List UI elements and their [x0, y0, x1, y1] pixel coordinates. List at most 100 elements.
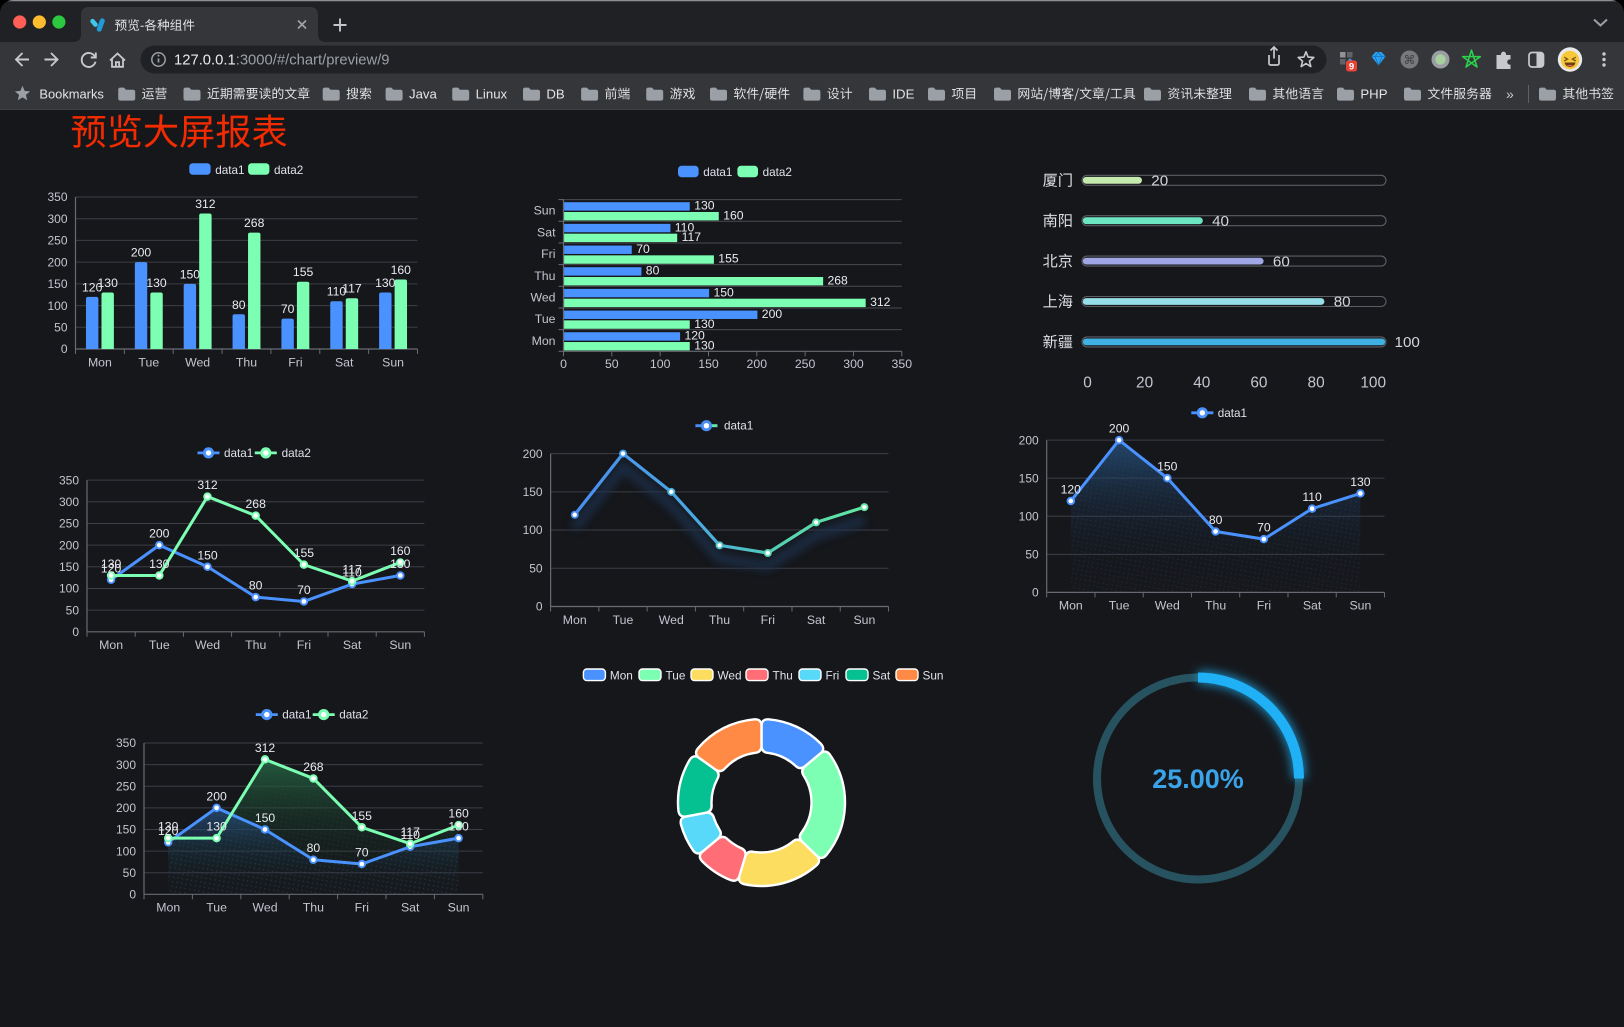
svg-text:25.00%: 25.00% — [1152, 764, 1244, 794]
svg-text:117: 117 — [400, 825, 420, 839]
svg-text:80: 80 — [232, 298, 246, 312]
svg-text:70: 70 — [355, 846, 369, 860]
svg-text:0: 0 — [1083, 375, 1092, 392]
svg-text:Wed: Wed — [659, 613, 684, 627]
svg-text:117: 117 — [342, 563, 362, 577]
svg-text:100: 100 — [1019, 510, 1039, 524]
svg-text:150: 150 — [197, 548, 218, 562]
svg-text:130: 130 — [149, 557, 170, 571]
svg-text:350: 350 — [59, 473, 79, 487]
svg-text:100: 100 — [59, 582, 79, 596]
svg-text:160: 160 — [723, 208, 744, 222]
svg-text:Thu: Thu — [303, 901, 324, 915]
svg-text:200: 200 — [523, 447, 543, 461]
svg-text:Sat: Sat — [335, 355, 354, 369]
svg-text:Wed: Wed — [252, 901, 277, 915]
svg-text:Sun: Sun — [389, 638, 411, 652]
svg-text:Mon: Mon — [1059, 599, 1083, 613]
svg-text:300: 300 — [59, 495, 79, 509]
svg-text:80: 80 — [646, 264, 660, 278]
svg-text:70: 70 — [297, 583, 311, 597]
svg-text:Tue: Tue — [149, 638, 170, 652]
svg-text:130: 130 — [146, 276, 167, 290]
svg-text:PHP: PHP — [1360, 87, 1387, 102]
svg-text:data2: data2 — [282, 447, 311, 460]
svg-text:Mon: Mon — [610, 669, 633, 683]
svg-text:130: 130 — [448, 820, 469, 834]
svg-text:Bookmarks: Bookmarks — [39, 87, 103, 102]
svg-text:Fri: Fri — [541, 247, 555, 261]
svg-text:Tue: Tue — [666, 669, 686, 683]
svg-text:160: 160 — [448, 807, 469, 821]
svg-text:150: 150 — [255, 811, 276, 825]
svg-text:130: 130 — [1350, 475, 1371, 489]
svg-text:Sat: Sat — [807, 613, 826, 627]
svg-text:100: 100 — [116, 844, 136, 858]
svg-text:50: 50 — [605, 357, 619, 371]
svg-text:300: 300 — [47, 212, 67, 226]
svg-text:150: 150 — [698, 357, 719, 371]
svg-text:50: 50 — [529, 562, 543, 576]
svg-text:Sun: Sun — [923, 669, 944, 683]
svg-text:110: 110 — [400, 828, 420, 842]
svg-text:Tue: Tue — [613, 613, 634, 627]
svg-text:Thu: Thu — [534, 269, 555, 283]
svg-text:250: 250 — [47, 234, 67, 248]
svg-text:50: 50 — [66, 603, 80, 617]
svg-text:0: 0 — [61, 342, 68, 356]
svg-text:0: 0 — [536, 600, 543, 614]
svg-text:Sat: Sat — [401, 901, 420, 915]
svg-text:20: 20 — [1151, 173, 1168, 190]
svg-text:300: 300 — [116, 758, 136, 772]
svg-text:Linux: Linux — [476, 87, 508, 102]
svg-text:Wed: Wed — [185, 355, 210, 369]
svg-text:110: 110 — [327, 285, 347, 299]
svg-text:130: 130 — [694, 338, 715, 352]
svg-text:Wed: Wed — [195, 638, 220, 652]
svg-text:110: 110 — [342, 566, 362, 580]
svg-text:100: 100 — [650, 357, 671, 371]
svg-text:160: 160 — [391, 263, 412, 277]
svg-text:data1: data1 — [703, 166, 732, 179]
svg-text:Tue: Tue — [1109, 599, 1130, 613]
svg-text:Sun: Sun — [382, 355, 404, 369]
svg-text:100: 100 — [1360, 375, 1386, 392]
svg-text:200: 200 — [206, 789, 227, 803]
svg-text:Wed: Wed — [1155, 599, 1180, 613]
svg-text:Sat: Sat — [873, 669, 891, 683]
svg-text:50: 50 — [54, 321, 68, 335]
svg-text:312: 312 — [870, 295, 891, 309]
svg-text:80: 80 — [249, 579, 263, 593]
svg-text:100: 100 — [47, 299, 67, 313]
svg-text:200: 200 — [1109, 422, 1130, 436]
svg-text:Thu: Thu — [709, 613, 730, 627]
svg-text:70: 70 — [1257, 521, 1271, 535]
svg-text:data2: data2 — [339, 709, 368, 722]
svg-text:120: 120 — [101, 561, 122, 575]
svg-text:Sun: Sun — [1349, 599, 1371, 613]
svg-text:150: 150 — [116, 823, 136, 837]
svg-text:Sat: Sat — [1303, 599, 1322, 613]
svg-text:80: 80 — [1308, 375, 1325, 392]
svg-text:268: 268 — [828, 273, 849, 287]
svg-text:160: 160 — [390, 544, 411, 558]
svg-text:Sun: Sun — [448, 901, 470, 915]
svg-text:IDE: IDE — [892, 87, 914, 102]
svg-text:0: 0 — [129, 888, 136, 902]
svg-text:Fri: Fri — [288, 355, 302, 369]
svg-text:50: 50 — [1025, 548, 1039, 562]
svg-text:Thu: Thu — [245, 638, 266, 652]
svg-text:Mon: Mon — [563, 613, 587, 627]
svg-text:Thu: Thu — [1205, 599, 1226, 613]
svg-text:60: 60 — [1250, 375, 1267, 392]
svg-text:117: 117 — [342, 282, 362, 296]
svg-text:Fri: Fri — [297, 638, 311, 652]
svg-text:Tue: Tue — [535, 312, 556, 326]
svg-text:Sat: Sat — [343, 638, 362, 652]
svg-text:Tue: Tue — [206, 901, 227, 915]
svg-text:data1: data1 — [724, 420, 753, 433]
svg-text:130: 130 — [694, 199, 715, 213]
svg-text:Thu: Thu — [236, 355, 257, 369]
svg-text:200: 200 — [149, 527, 170, 541]
svg-text:Mon: Mon — [99, 638, 123, 652]
